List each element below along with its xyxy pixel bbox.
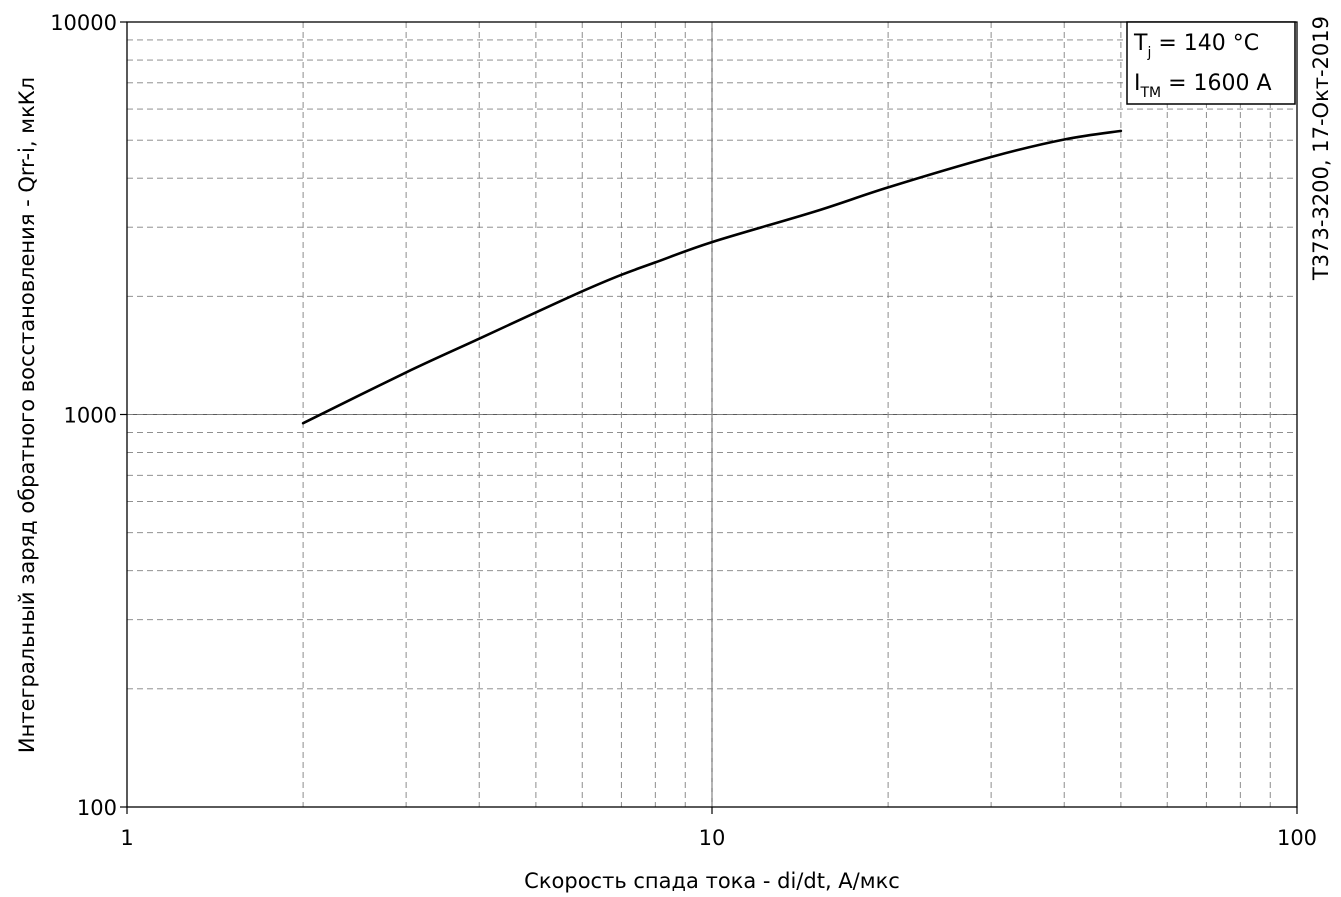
condition-current: ITM = 1600 A (1134, 71, 1272, 101)
y-tick-label: 100 (77, 796, 117, 820)
conditions-box: Tj = 140 °C ITM = 1600 A (1126, 21, 1296, 105)
y-axis-title: Интегральный заряд обратного восстановле… (15, 77, 39, 753)
y-tick-label: 1000 (64, 404, 117, 428)
y-tick-label: 10000 (50, 11, 117, 35)
tick-labels: 1 10 100 100 1000 10000 (50, 11, 1317, 850)
condition-temperature: Tj = 140 °C (1133, 31, 1259, 61)
curve-layer (301, 129, 1123, 425)
x-tick-label: 1 (120, 826, 133, 850)
x-tick-label: 100 (1277, 826, 1317, 850)
x-tick-label: 10 (699, 826, 726, 850)
conditions-box-frame (1126, 21, 1296, 105)
grid (127, 22, 1297, 807)
side-note: Т373-3200, 17-Окт-2019 (1309, 16, 1333, 281)
series-line-0 (301, 129, 1123, 425)
x-axis-title: Скорость спада тока - di/dt, А/мкс (524, 869, 900, 893)
